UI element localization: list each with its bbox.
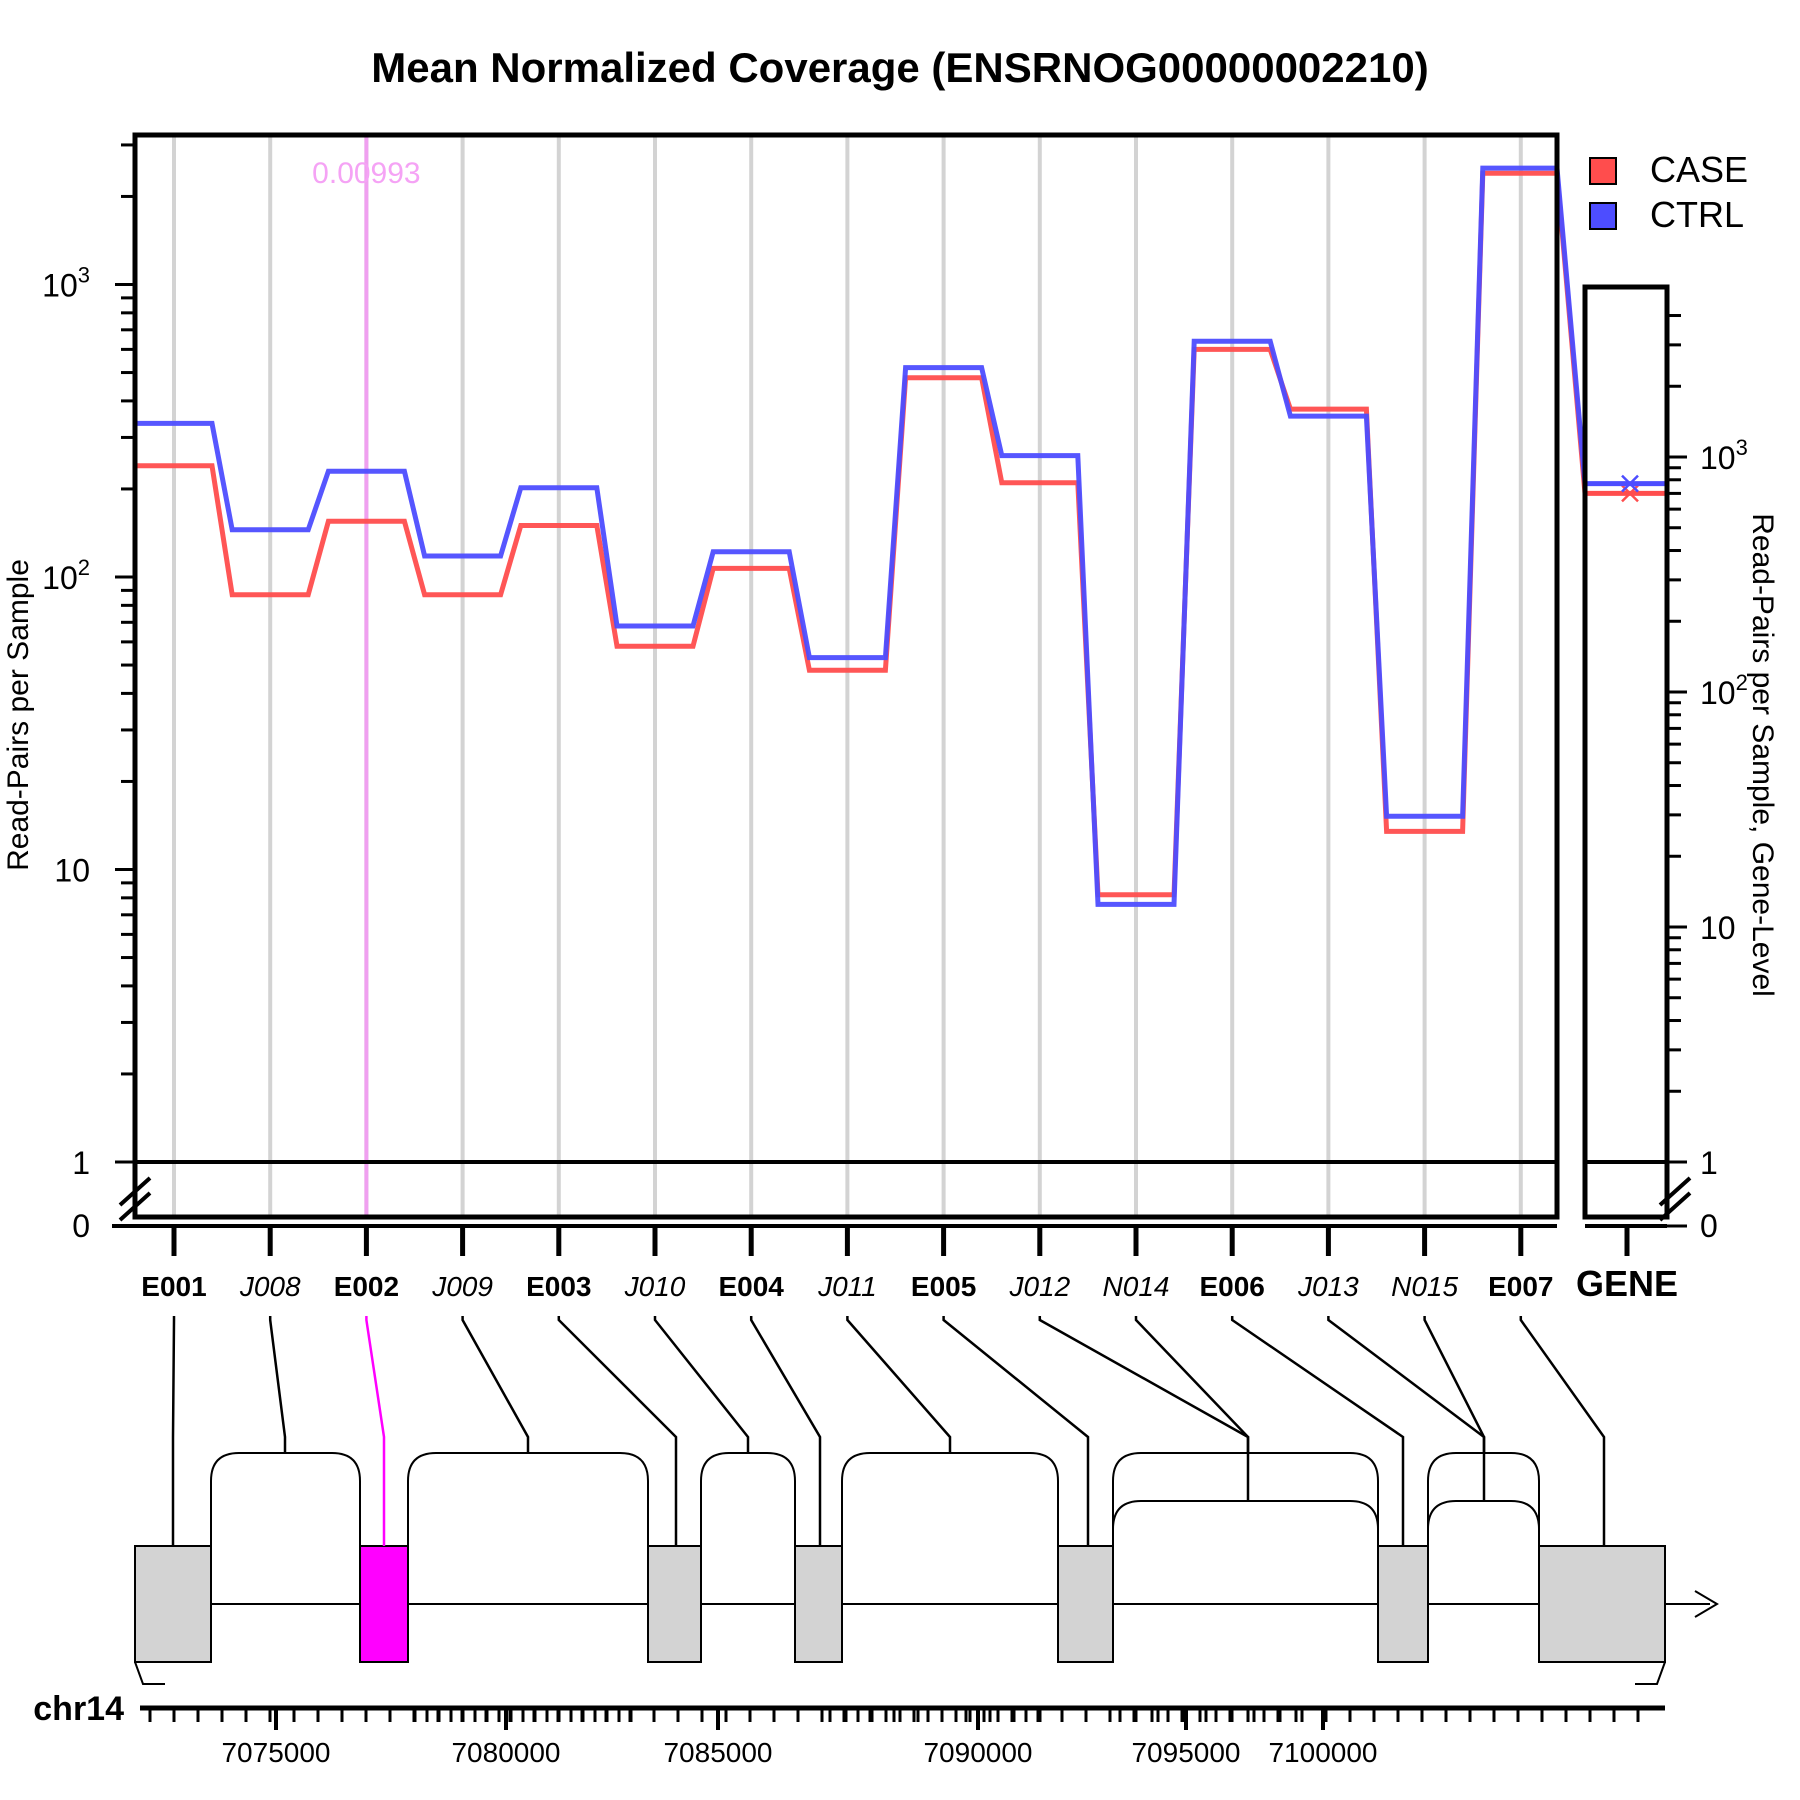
connector-n015 <box>1423 1316 1486 1501</box>
left-axis-break <box>118 1176 152 1222</box>
highlight-pvalue: 0.00993 <box>312 157 420 190</box>
gene-model <box>134 1316 1719 1685</box>
feature-label-n014: N014 <box>1103 1271 1170 1302</box>
legend-label-case: CASE <box>1650 149 1748 190</box>
series-line-case <box>136 170 1588 898</box>
left-tick-label: 10 <box>54 853 90 889</box>
series-layer <box>136 165 1667 907</box>
connector-e005 <box>942 1316 1090 1546</box>
connector-e007 <box>1519 1316 1606 1546</box>
connector-n014 <box>1134 1316 1250 1501</box>
junction-arc-j008 <box>210 1452 361 1546</box>
feature-label-j011: J011 <box>817 1271 877 1302</box>
junction-arc-n015 <box>1427 1500 1540 1546</box>
connector-e001 <box>171 1316 176 1546</box>
genomic-tick-label: 7100000 <box>1268 1737 1377 1768</box>
y-axis-label-right: Read-Pairs per Sample, Gene-Level <box>1746 513 1779 997</box>
right-tick-label: 103 <box>1700 435 1748 476</box>
legend-label-ctrl: CTRL <box>1650 194 1744 235</box>
connector-j013 <box>1327 1316 1486 1453</box>
strand-arrow <box>1694 1590 1719 1618</box>
grid-lines <box>172 135 1523 1217</box>
connector-j009 <box>461 1316 530 1453</box>
genomic-tick-label: 7090000 <box>923 1737 1032 1768</box>
feature-label-e005: E005 <box>911 1271 976 1302</box>
connector-e002 <box>365 1316 386 1546</box>
feature-label-e002: E002 <box>334 1271 399 1302</box>
junction-arc-j009 <box>407 1452 649 1546</box>
exon-box-e003 <box>647 1545 702 1663</box>
feature-label-n015: N015 <box>1391 1271 1458 1302</box>
connector-j011 <box>846 1316 952 1453</box>
gene-panel-frame <box>1582 284 1670 1220</box>
highlight-layer: 0.00993 <box>312 135 421 1217</box>
connector-e006 <box>1230 1316 1405 1546</box>
right-tick-label: 1 <box>1700 1145 1718 1181</box>
left-tick-label: 103 <box>42 263 90 304</box>
feature-label-j009: J009 <box>431 1271 493 1302</box>
y-axis-label-left: Read-Pairs per Sample <box>2 559 35 871</box>
connector-e003 <box>557 1316 678 1546</box>
feature-labels: E001 J008 E002 J009 E003 J010 E004 J011 E005 J012… <box>141 1263 1678 1304</box>
genomic-tick-label: 7080000 <box>451 1737 560 1768</box>
exon-box-e006 <box>1377 1545 1429 1663</box>
right-tick-label: 0 <box>1700 1208 1718 1244</box>
junction-arc-j010 <box>700 1452 796 1546</box>
chromosome-label: chr14 <box>33 1690 124 1728</box>
chart-title: Mean Normalized Coverage (ENSRNOG0000000… <box>371 44 1428 91</box>
feature-label-j008: J008 <box>239 1271 301 1302</box>
gene-bracket-left <box>134 1661 165 1685</box>
exon-box-e001 <box>134 1545 212 1663</box>
feature-label-e006: E006 <box>1199 1271 1264 1302</box>
junction-arc-n014 <box>1112 1500 1379 1546</box>
feature-label-e007: E007 <box>1488 1271 1553 1302</box>
exon-box-e005 <box>1057 1545 1114 1663</box>
gene-bracket-right <box>1635 1661 1666 1685</box>
connector-j012 <box>1038 1316 1250 1453</box>
feature-label-e004: E004 <box>718 1271 784 1302</box>
feature-label-j010: J010 <box>624 1271 686 1302</box>
right-tick-label: 10 <box>1700 910 1736 946</box>
feature-label-e001: E001 <box>141 1271 206 1302</box>
feature-label-e003: E003 <box>526 1271 591 1302</box>
genomic-axis: chr14 7075000 7080000 7085000 7090000 7095000… <box>33 1690 1665 1768</box>
genomic-tick-label: 7075000 <box>221 1737 330 1768</box>
junction-arc-j011 <box>841 1452 1059 1546</box>
exon-box-e007 <box>1538 1545 1666 1663</box>
legend-swatch-case <box>1589 157 1617 185</box>
connector-j008 <box>268 1316 287 1453</box>
feature-label-j012: J012 <box>1008 1271 1070 1302</box>
exon-box-e002 <box>359 1545 409 1663</box>
right-tick-label: 102 <box>1700 670 1748 711</box>
left-tick-label: 1 <box>72 1145 90 1181</box>
genomic-tick-label: 7095000 <box>1131 1737 1240 1768</box>
legend-swatch-ctrl <box>1589 202 1617 230</box>
exon-box-e004 <box>794 1545 843 1663</box>
genomic-tick-label: 7085000 <box>663 1737 772 1768</box>
gene-label: GENE <box>1576 1263 1678 1304</box>
left-tick-label: 102 <box>42 555 90 596</box>
series-line-ctrl <box>136 165 1588 907</box>
gene-level-marker-ctrl <box>1621 474 1639 493</box>
junction-arc-j012 <box>1112 1452 1379 1546</box>
feature-label-j013: J013 <box>1297 1271 1359 1302</box>
connector-e004 <box>749 1316 822 1546</box>
right-axis-break <box>1658 1176 1692 1222</box>
connector-j010 <box>653 1316 750 1453</box>
axes-layer: 1 10 102 103 0 1 10 102 103 0 <box>42 132 1748 1256</box>
left-tick-label: 0 <box>72 1208 90 1244</box>
